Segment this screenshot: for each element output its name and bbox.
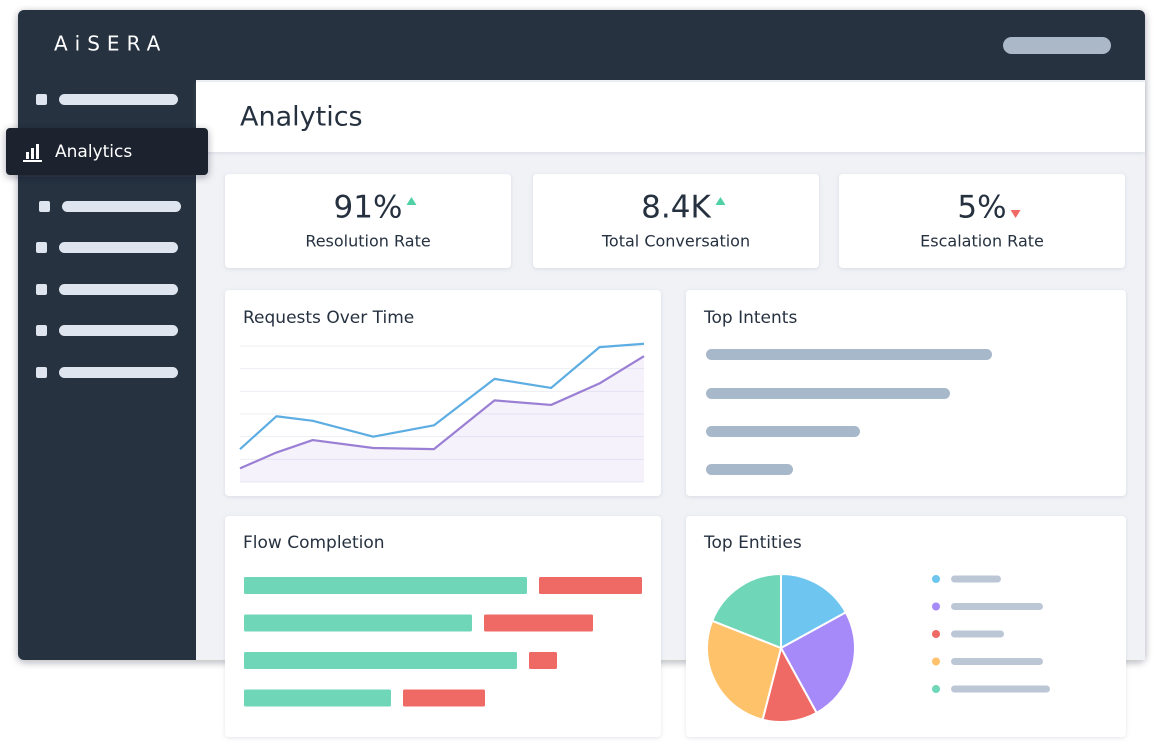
- panel-title: Flow Completion: [243, 533, 385, 553]
- legend-placeholder: [951, 685, 1050, 693]
- flow-bar: [529, 652, 557, 669]
- nav-item[interactable]: [59, 242, 178, 253]
- flow-bar: [484, 614, 593, 632]
- nav-item[interactable]: [62, 201, 181, 212]
- intent-placeholder: [706, 349, 992, 360]
- legend-placeholder: [951, 603, 1043, 610]
- trend-up: [715, 197, 726, 205]
- line-area: [240, 356, 644, 482]
- nav-icon: [36, 284, 47, 295]
- nav-icon: [36, 242, 47, 253]
- card: [225, 174, 511, 268]
- kpi-value: 8.4K: [641, 190, 711, 226]
- nav-item[interactable]: [59, 284, 178, 295]
- card: [225, 290, 661, 496]
- legend-dot: [932, 657, 940, 666]
- flow-bar: [244, 614, 472, 632]
- panel-title: Top Intents: [703, 308, 797, 328]
- card: [533, 174, 819, 268]
- kpi-label: Total Conversation: [601, 232, 750, 251]
- page-title: Analytics: [240, 102, 363, 133]
- intent-placeholder: [706, 464, 793, 475]
- kpi-value: 5%: [957, 190, 1006, 226]
- intent-placeholder: [706, 426, 860, 437]
- nav-icon: [36, 325, 47, 336]
- legend-dot: [932, 602, 940, 611]
- nav-icon: [36, 94, 47, 105]
- legend-dot: [932, 630, 940, 638]
- pie-slice: [706, 619, 783, 721]
- nav-active-bg: [6, 128, 208, 175]
- legend-dot: [932, 685, 940, 693]
- legend-placeholder: [951, 630, 1004, 638]
- logo: AiSERA: [54, 32, 167, 56]
- panel-title: Requests Over Time: [243, 308, 414, 328]
- flow-bar: [403, 689, 485, 707]
- legend-placeholder: [951, 575, 1001, 583]
- trend-down: [1010, 210, 1021, 218]
- legend-placeholder: [951, 658, 1043, 665]
- flow-bar: [539, 577, 642, 594]
- intent-placeholder: [706, 388, 950, 399]
- panel-title: Top Entities: [703, 533, 802, 553]
- flow-bar: [244, 577, 527, 594]
- trend-up: [406, 197, 417, 205]
- kpi-value: 91%: [334, 190, 403, 226]
- pie-slice: [710, 572, 782, 650]
- nav-item[interactable]: [59, 367, 178, 378]
- card: [839, 174, 1125, 268]
- pie-slice: [779, 610, 856, 715]
- flow-bar: [244, 689, 391, 707]
- kpi-label: Resolution Rate: [305, 232, 430, 251]
- line-series: [239, 342, 645, 450]
- nav-item[interactable]: [59, 94, 178, 105]
- legend-dot: [932, 575, 940, 583]
- pie-slice: [780, 572, 848, 650]
- nav-icon: [36, 367, 47, 378]
- nav-active-label: Analytics: [55, 142, 132, 162]
- header-bar: [196, 82, 1145, 152]
- top-placeholder: [1003, 37, 1111, 54]
- line-series: [239, 355, 645, 470]
- kpi-label: Escalation Rate: [920, 232, 1044, 251]
- analytics-icon: [23, 144, 42, 162]
- nav-active[interactable]: Analytics: [6, 128, 208, 175]
- nav-item[interactable]: [59, 325, 178, 336]
- sidebar: [36, 94, 181, 378]
- nav-icon: [39, 201, 50, 212]
- flow-bar: [244, 652, 517, 669]
